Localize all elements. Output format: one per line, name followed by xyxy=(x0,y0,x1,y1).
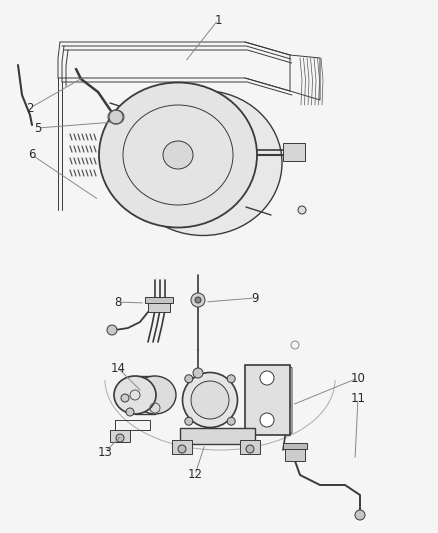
Ellipse shape xyxy=(134,376,176,414)
Circle shape xyxy=(121,394,129,402)
Ellipse shape xyxy=(99,83,257,228)
Circle shape xyxy=(260,371,274,385)
Bar xyxy=(180,428,255,444)
Circle shape xyxy=(191,293,205,307)
Text: 13: 13 xyxy=(98,446,113,458)
Bar xyxy=(172,440,192,454)
Text: 1: 1 xyxy=(214,13,222,27)
Bar xyxy=(145,297,173,303)
Circle shape xyxy=(116,434,124,442)
Ellipse shape xyxy=(114,376,156,414)
Circle shape xyxy=(298,206,306,214)
Text: 5: 5 xyxy=(34,122,42,134)
Ellipse shape xyxy=(183,373,237,427)
Circle shape xyxy=(109,110,123,124)
Circle shape xyxy=(178,445,186,453)
Circle shape xyxy=(193,368,203,378)
Ellipse shape xyxy=(191,381,229,419)
Bar xyxy=(240,440,260,454)
Text: 10: 10 xyxy=(350,372,365,384)
Circle shape xyxy=(246,445,254,453)
Circle shape xyxy=(185,417,193,425)
Bar xyxy=(283,443,307,449)
Circle shape xyxy=(126,408,134,416)
Ellipse shape xyxy=(163,141,193,169)
Text: 9: 9 xyxy=(251,292,259,304)
Text: 12: 12 xyxy=(187,469,202,481)
Text: 8: 8 xyxy=(114,295,122,309)
Circle shape xyxy=(185,375,193,383)
Bar xyxy=(110,430,130,442)
Bar xyxy=(245,365,290,435)
Text: 2: 2 xyxy=(26,101,34,115)
Text: 14: 14 xyxy=(110,361,126,375)
Circle shape xyxy=(227,417,235,425)
Circle shape xyxy=(195,297,201,303)
Circle shape xyxy=(227,375,235,383)
Text: 11: 11 xyxy=(350,392,365,405)
Circle shape xyxy=(107,325,117,335)
Bar xyxy=(283,143,305,161)
Bar xyxy=(148,300,170,312)
Text: 6: 6 xyxy=(28,149,36,161)
Bar xyxy=(285,447,305,461)
Circle shape xyxy=(260,413,274,427)
Ellipse shape xyxy=(124,91,282,236)
Circle shape xyxy=(355,510,365,520)
